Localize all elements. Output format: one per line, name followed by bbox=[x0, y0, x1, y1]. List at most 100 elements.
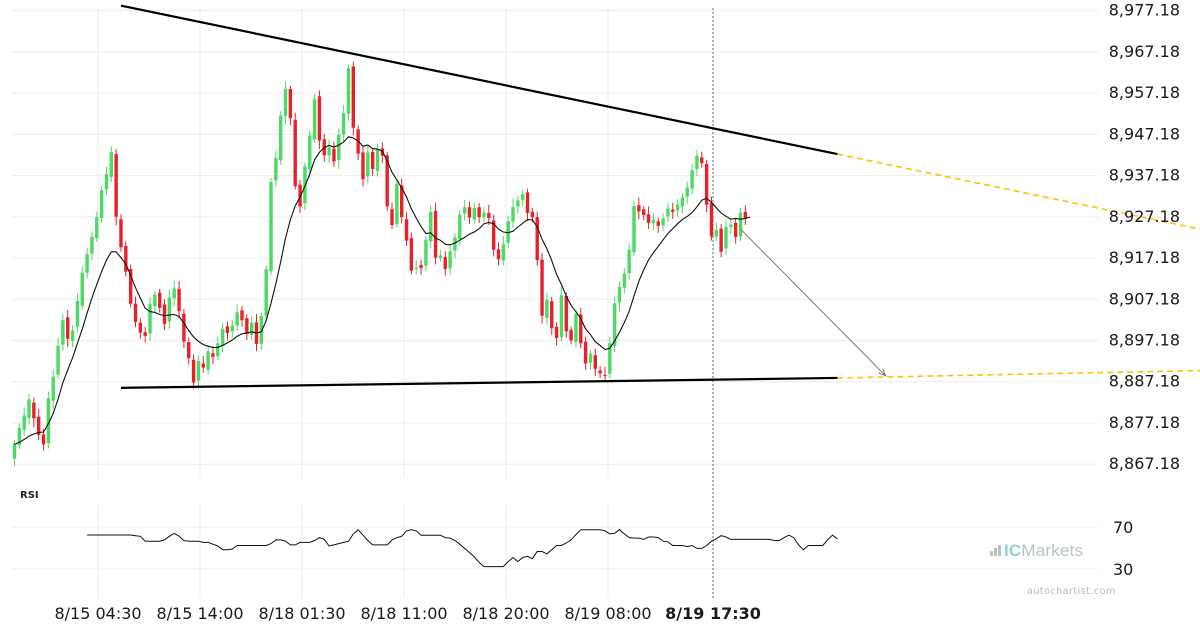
candle-up bbox=[516, 200, 520, 207]
candle-up bbox=[99, 190, 104, 218]
candle-up bbox=[46, 398, 51, 444]
candle-down bbox=[187, 342, 191, 359]
price-tick-label: 8,937.18 bbox=[1109, 166, 1180, 185]
candle-down bbox=[332, 148, 336, 162]
time-tick-label: 8/19 17:30 bbox=[665, 604, 761, 623]
candle-up bbox=[230, 325, 234, 332]
candle-down bbox=[400, 185, 404, 218]
candle-down bbox=[525, 192, 530, 214]
candle-down bbox=[433, 210, 438, 258]
candle-up bbox=[249, 322, 254, 336]
candle-down bbox=[598, 370, 602, 374]
price-axis: 8,977.18 8,967.18 8,957.18 8,947.18 8,937.18… bbox=[1109, 1, 1180, 474]
candle-down bbox=[700, 157, 704, 164]
support-line bbox=[120, 376, 838, 389]
bars-icon bbox=[990, 541, 1002, 561]
candle-down bbox=[133, 303, 138, 322]
candle-down bbox=[298, 184, 302, 207]
forecast-arrow bbox=[740, 228, 887, 377]
candle-up bbox=[167, 297, 172, 322]
candle-up bbox=[259, 316, 264, 344]
candle-up bbox=[680, 197, 685, 207]
candle-up bbox=[574, 314, 578, 343]
candle-up bbox=[627, 249, 631, 274]
candle-down bbox=[288, 88, 293, 119]
candle-down bbox=[477, 207, 481, 218]
price-tick-label: 8,927.18 bbox=[1109, 207, 1180, 226]
forecast-arrow-shaft bbox=[740, 228, 887, 377]
candle-down bbox=[317, 96, 322, 141]
candle-up bbox=[85, 254, 89, 273]
candle-down bbox=[443, 257, 447, 270]
candle-up bbox=[61, 320, 65, 345]
moving-average-line bbox=[14, 136, 751, 445]
candle-down bbox=[646, 214, 651, 223]
candle-up bbox=[337, 134, 341, 161]
candle-up bbox=[612, 303, 617, 346]
candle-up bbox=[80, 272, 84, 306]
candle-up bbox=[279, 115, 283, 161]
rsi-tick-label: 30 bbox=[1113, 560, 1133, 579]
candle-down bbox=[361, 152, 365, 180]
candle-up bbox=[714, 229, 718, 237]
candle-down bbox=[583, 341, 588, 364]
candle-up bbox=[90, 236, 94, 254]
candle-down bbox=[564, 295, 568, 332]
candle-down bbox=[704, 163, 709, 205]
candle-down bbox=[41, 434, 46, 445]
candle-up bbox=[429, 211, 433, 242]
candle-up bbox=[12, 443, 17, 459]
candle-up bbox=[685, 187, 689, 197]
candle-up bbox=[95, 217, 99, 239]
candle-up bbox=[22, 415, 26, 430]
candle-up bbox=[521, 194, 525, 201]
time-tick-label: 8/18 01:30 bbox=[258, 604, 345, 623]
candle-up bbox=[104, 174, 109, 190]
candle-up bbox=[366, 152, 370, 177]
candle-up bbox=[269, 182, 273, 272]
candle-up bbox=[482, 212, 486, 218]
candle-up bbox=[738, 212, 743, 237]
candle-up bbox=[424, 239, 428, 266]
candle-down bbox=[124, 246, 128, 272]
candle-up bbox=[327, 147, 331, 156]
rsi-line bbox=[87, 528, 838, 568]
price-tick-label: 8,977.18 bbox=[1109, 1, 1180, 20]
candle-down bbox=[709, 202, 714, 237]
candle-down bbox=[467, 207, 472, 218]
time-tick-label: 8/15 14:00 bbox=[156, 604, 243, 623]
price-tick-label: 8,947.18 bbox=[1109, 124, 1180, 143]
forecast-arrow-head bbox=[878, 368, 887, 377]
time-tick-label: 8/18 11:00 bbox=[360, 604, 447, 623]
candle-up bbox=[729, 224, 733, 228]
candle-down bbox=[211, 353, 215, 357]
candle-down bbox=[225, 326, 230, 334]
price-tick-label: 8,867.18 bbox=[1109, 454, 1180, 473]
candle-down bbox=[404, 219, 409, 241]
candle-up bbox=[341, 113, 346, 135]
candle-up bbox=[438, 255, 443, 258]
candle-up bbox=[608, 343, 612, 374]
candle-up bbox=[109, 152, 113, 177]
candle-down bbox=[603, 375, 607, 377]
grid bbox=[12, 8, 1098, 478]
rsi-title: RSI bbox=[20, 490, 39, 501]
candle-up bbox=[153, 294, 157, 307]
candle-up bbox=[511, 207, 515, 222]
candle-down bbox=[733, 222, 738, 237]
candle-up bbox=[308, 135, 312, 169]
resistance-line bbox=[120, 4, 838, 156]
candle-up bbox=[690, 170, 694, 189]
candle-down bbox=[119, 219, 123, 248]
candle-up bbox=[666, 208, 670, 217]
projection-lines bbox=[837, 153, 1200, 379]
candle-up bbox=[675, 204, 680, 211]
candle-up bbox=[559, 295, 564, 338]
candle-up bbox=[375, 149, 380, 171]
candle-down bbox=[569, 329, 573, 341]
candle-down bbox=[240, 310, 244, 321]
candle-down bbox=[191, 359, 196, 383]
candle-down bbox=[593, 355, 597, 369]
candle-up bbox=[235, 312, 239, 326]
